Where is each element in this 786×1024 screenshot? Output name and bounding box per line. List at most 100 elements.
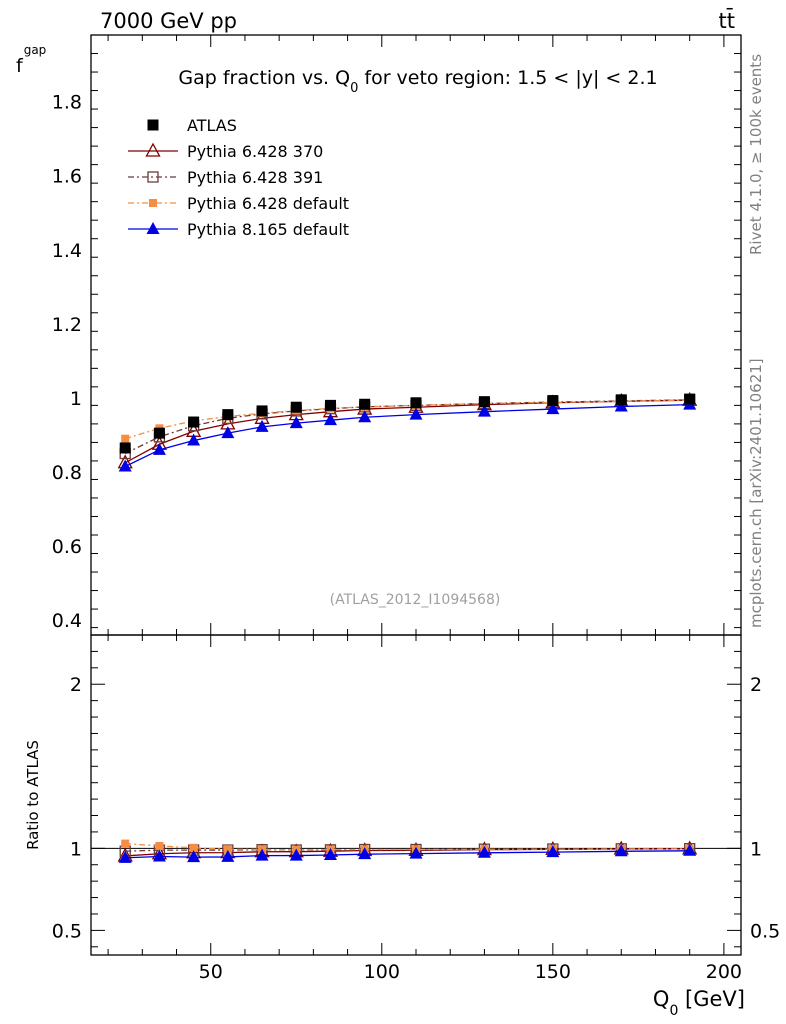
y-tick-label-ratio-left: 1 (70, 838, 82, 860)
ratio-point-pythia-6-428-default (189, 843, 198, 852)
point-pythia-8-165-default (409, 407, 423, 420)
point-atlas (222, 409, 234, 421)
point-pythia-8-165-default (255, 419, 269, 432)
point-pythia-8-165-default (358, 410, 372, 423)
ratio-point-pythia-8-165-default (358, 847, 372, 860)
point-atlas (615, 394, 627, 406)
y-tick-label-main: 1.2 (52, 314, 82, 336)
point-pythia-8-165-default (546, 402, 560, 415)
x-axis-label: Q0 [GeV] (653, 987, 745, 1019)
legend: ATLAS Pythia 6.428 370 Pythia 6.428 391 Pyt… (128, 116, 349, 239)
ratio-point-pythia-8-165-default (118, 850, 132, 863)
ratio-line-pythia-8-165-default (125, 850, 690, 859)
legend-marker-pythia-8-165-default (146, 222, 160, 234)
ratio-series-group (117, 839, 698, 863)
y-tick-label-ratio-left: 0.5 (52, 920, 82, 942)
series-line-pythia-6-428-370 (124, 399, 690, 464)
point-pythia-8-165-default (221, 426, 235, 439)
y-tick-label-main: 1.4 (52, 240, 82, 262)
x-axis-label-sub: 0 (669, 1003, 678, 1019)
y-tick-label-ratio-left: 2 (70, 674, 82, 696)
ratio-point-pythia-8-165-default (221, 849, 235, 862)
point-atlas (684, 393, 696, 405)
plot-title: Gap fraction vs. Q0 for veto region: 1.5… (178, 67, 657, 96)
x-axis-label-unit: [GeV] (678, 987, 745, 1011)
point-pythia-8-165-default (289, 416, 303, 429)
plot-title-sub: 0 (350, 81, 358, 96)
point-atlas (478, 396, 490, 408)
series-line-pythia-8-165-default (124, 403, 690, 468)
axis-ticks (91, 34, 741, 955)
point-pythia-8-165-default (152, 442, 166, 455)
header-energy-label: 7000 GeV pp (100, 9, 237, 33)
point-pythia-8-165-default (187, 433, 201, 446)
ratio-line-pythia-6-428-default (125, 842, 690, 851)
x-tick-label: 150 (535, 961, 571, 983)
y-tick-label-main: 1 (70, 388, 82, 410)
legend-label-pythia-6-428-391: Pythia 6.428 391 (187, 168, 323, 187)
ratio-point-pythia-8-165-default (255, 848, 269, 861)
series-line-pythia-6-428-default (125, 399, 690, 440)
y-tick-label-ratio-right: 1 (750, 838, 762, 860)
legend-marker-pythia-6-428-370 (145, 142, 161, 157)
point-pythia-8-165-default (614, 399, 628, 412)
y-tick-label-main: 0.8 (52, 462, 82, 484)
point-pythia-6-428-default (121, 434, 130, 443)
y-axis-label-sub: gap (24, 43, 47, 57)
point-atlas (290, 401, 302, 413)
point-atlas (119, 442, 131, 454)
y-axis-label-base: f (16, 55, 24, 77)
point-atlas (547, 395, 559, 407)
x-tick-label: 200 (706, 961, 742, 983)
axis-tick-labels: 50 100 150 200 0.4 0.6 0.8 1 1.2 1.4 1.6 1.8 0.5 0.5 1… (52, 92, 780, 983)
x-axis-label-base: Q (653, 987, 670, 1011)
point-atlas (188, 416, 200, 428)
point-pythia-8-165-default (477, 404, 491, 417)
point-atlas (153, 427, 165, 439)
y-tick-label-main: 1.8 (52, 92, 82, 114)
ratio-point-pythia-6-428-default (155, 841, 164, 850)
ratio-point-pythia-8-165-default (614, 844, 628, 857)
point-pythia-8-165-default (118, 459, 132, 472)
y-tick-label-ratio-right: 2 (750, 674, 762, 696)
point-atlas (410, 397, 422, 409)
x-tick-label: 50 (199, 961, 223, 983)
point-atlas (359, 398, 371, 410)
ratio-point-pythia-8-165-default (409, 846, 423, 859)
y-tick-label-main: 0.4 (52, 610, 82, 632)
legend-label-pythia-6-428-370: Pythia 6.428 370 (187, 142, 323, 161)
point-atlas (256, 405, 268, 417)
rivet-version-label: Rivet 4.1.0, ≥ 100k events (747, 54, 765, 255)
y-tick-label-main: 1.6 (52, 166, 82, 188)
mcplots-label: mcplots.cern.ch [arXiv:2401.10621] (747, 358, 765, 628)
ratio-point-pythia-8-165-default (477, 845, 491, 858)
ratio-panel-frame (90, 634, 742, 956)
legend-marker-pythia-6-428-default (149, 199, 157, 207)
y-axis-label-ratio: Ratio to ATLAS (24, 740, 42, 850)
legend-label-atlas: ATLAS (187, 116, 237, 135)
y-tick-label-main: 0.6 (52, 536, 82, 558)
legend-label-pythia-8-165-default: Pythia 8.165 default (187, 220, 349, 239)
ratio-point-pythia-8-165-default (683, 843, 697, 856)
y-tick-label-ratio-right: 0.5 (750, 920, 780, 942)
x-tick-label: 100 (364, 961, 400, 983)
ratio-point-pythia-8-165-default (187, 850, 201, 863)
legend-marker-pythia-6-428-391 (147, 171, 159, 183)
plot-title-prefix: Gap fraction vs. Q (178, 67, 350, 89)
main-series-group (117, 391, 698, 472)
ratio-point-pythia-8-165-default (289, 848, 303, 861)
plot-title-suffix: for veto region: 1.5 < |y| < 2.1 (358, 67, 657, 89)
ratio-point-pythia-8-165-default (546, 845, 560, 858)
ratio-point-pythia-8-165-default (323, 848, 337, 861)
analysis-watermark: (ATLAS_2012_I1094568) (330, 592, 501, 608)
point-atlas (324, 399, 336, 411)
ratio-point-pythia-6-428-default (121, 839, 130, 848)
ratio-point-pythia-8-165-default (152, 849, 166, 862)
legend-marker-atlas (147, 119, 159, 131)
header-process-label: tt̄ (719, 8, 735, 33)
point-pythia-8-165-default (323, 413, 337, 426)
y-axis-label-main: fgap (16, 43, 46, 77)
legend-label-pythia-6-428-default: Pythia 6.428 default (187, 194, 349, 213)
ratio-point-pythia-6-428-default (223, 845, 232, 854)
